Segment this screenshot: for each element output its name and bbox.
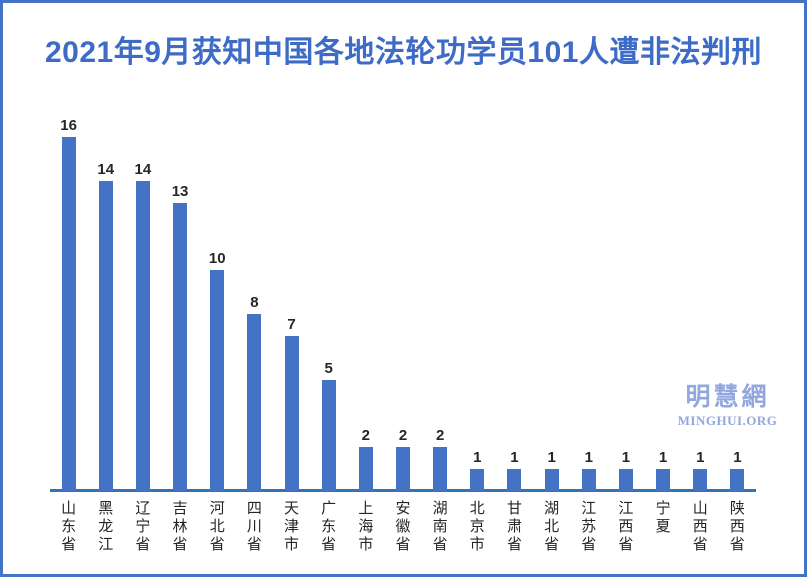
bar-column: 14 辽宁省 [124,103,161,553]
bar-column: 14 黑龙江 [87,103,124,553]
bar-column: 1 湖北省 [533,103,570,553]
category-label: 天津市 [284,500,300,553]
bar-column: 2 湖南省 [422,103,459,553]
bar-column: 1 北京市 [459,103,496,553]
category-label: 北京市 [469,500,485,553]
bar-column: 2 安徽省 [384,103,421,553]
category-label: 宁夏 [655,500,671,535]
category-label: 陕西省 [729,500,745,553]
watermark-cjk-logo: 明慧網 [685,383,770,411]
bar-column: 1 江苏省 [570,103,607,553]
bar [730,468,745,491]
bar [61,137,76,491]
bar-value-label: 8 [250,294,259,311]
bar-column: 1 陕西省 [719,103,756,553]
category-label: 甘肃省 [506,500,522,553]
bar [284,336,299,491]
bar-value-label: 10 [208,249,226,267]
bar-value-label: 1 [510,448,519,466]
bar [433,446,448,491]
bar-value-label: 2 [435,426,445,444]
category-label: 广东省 [321,500,337,553]
bar [98,181,113,491]
category-label: 河北省 [209,500,225,553]
bar-value-label: 1 [621,448,631,466]
category-label: 上海市 [358,500,374,553]
bar [173,203,188,491]
watermark: 明慧網 MINGHUI.ORG [665,383,790,429]
bar-column: 7 天津市 [273,103,310,553]
category-label: 江西省 [618,500,634,553]
category-label: 湖北省 [544,500,560,553]
bar-column: 13 吉林省 [161,103,198,553]
bar-value-label: 14 [97,161,115,179]
category-label: 安徽省 [395,500,411,553]
category-label: 江苏省 [581,500,597,553]
bar [470,468,485,491]
bar [247,314,262,491]
category-label: 辽宁省 [135,500,151,553]
bar-value-label: 1 [547,448,556,466]
bar [693,468,708,491]
bar-value-label: 2 [361,426,370,444]
bar [656,468,671,491]
bar [618,468,633,491]
bar-chart-plot-area: 16 山东省 14 黑龙江 14 辽宁省 13 吉林省 10 河北省 8 四川省 7 天津市 5 广东省 2 上海… [50,103,756,553]
category-label: 黑龙江 [98,500,114,553]
bar [581,468,596,491]
category-label: 湖南省 [432,500,448,553]
bar-column: 16 山东省 [50,103,87,553]
category-label: 山东省 [61,500,77,553]
bar-column: 8 四川省 [236,103,273,553]
bar [544,468,559,491]
category-label: 四川省 [246,500,262,553]
bar-value-label: 13 [171,183,189,201]
bar-value-label: 1 [733,448,742,466]
bar-value-label: 1 [584,448,593,466]
bar [358,446,373,491]
bar-value-label: 2 [398,426,408,444]
bar-value-label: 1 [658,448,668,466]
watermark-site-url: MINGHUI.ORG [677,412,778,428]
category-label: 山西省 [692,500,708,553]
bar-column: 5 广东省 [310,103,347,553]
bar-column: 1 甘肃省 [496,103,533,553]
bar-column: 1 宁夏 [645,103,682,535]
bar-column: 10 河北省 [199,103,236,553]
bar-column: 2 上海市 [347,103,384,553]
category-label: 吉林省 [172,500,188,553]
chart-title: 2021年9月获知中国各地法轮功学员101人遭非法判刑 [45,36,762,69]
bar-value-label: 16 [60,117,77,134]
bar-value-label: 1 [696,448,705,466]
bar [395,446,410,491]
bar-value-label: 1 [473,448,482,466]
bar-value-label: 7 [287,316,296,334]
bar-column: 1 江西省 [607,103,644,553]
bar-value-label: 14 [134,161,152,179]
bar [135,181,150,491]
bar [321,380,336,491]
bar [507,468,522,491]
bar-value-label: 5 [324,360,333,378]
bar [210,269,225,491]
bar-column: 1 山西省 [682,103,719,553]
